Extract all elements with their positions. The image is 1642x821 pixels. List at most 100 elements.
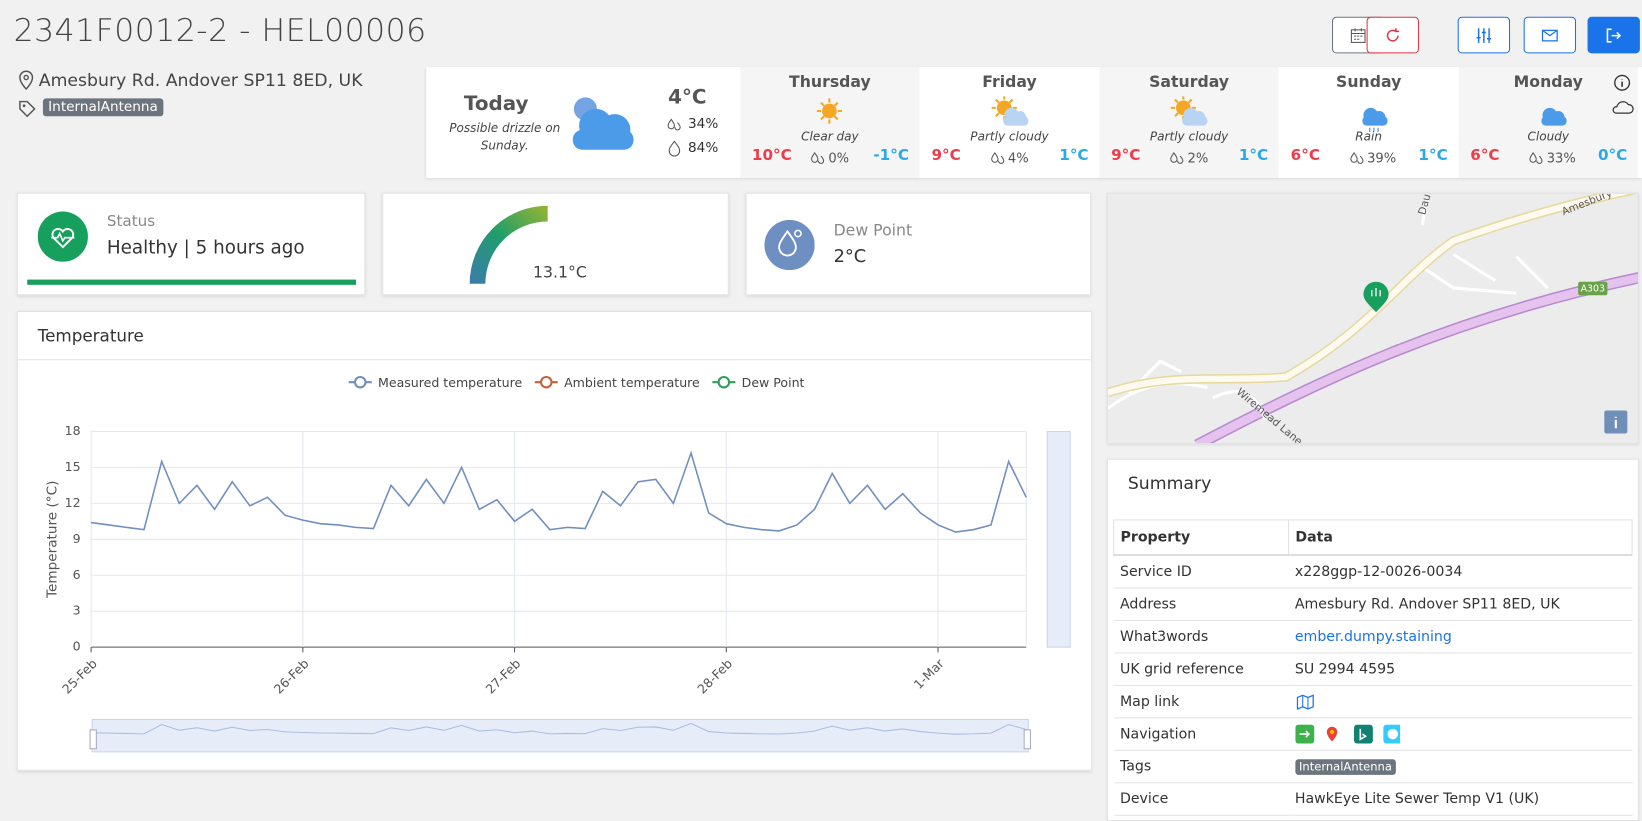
- day-precip: 2%: [1187, 149, 1209, 166]
- y-tick-label: 18: [65, 423, 81, 438]
- forecast-day: Friday Partly cloudy 9°C 4% 1°C: [919, 67, 1100, 179]
- icon-shape: [1542, 29, 1558, 36]
- icon-shape: [1349, 151, 1363, 164]
- icon-shape: [1170, 151, 1184, 164]
- day-high: 10°C: [751, 147, 792, 165]
- data-cell: SU 2994 4595: [1288, 652, 1633, 686]
- refresh-button[interactable]: [1366, 16, 1419, 54]
- legend-swatch: [353, 375, 367, 389]
- status-label: Status: [106, 213, 156, 231]
- day-desc: Rain: [1355, 128, 1383, 144]
- logout-icon: [1606, 28, 1622, 43]
- x-tick-label: 1-Mar: [911, 655, 948, 692]
- summary-table: Property Data Service ID x228ggp-12-0026-00…: [1113, 519, 1633, 816]
- tag-badge: InternalAntenna: [42, 98, 164, 117]
- humidity-icon: [668, 140, 681, 157]
- pin-dot: [23, 74, 29, 81]
- w3w-link: ember.dumpy.staining: [1294, 628, 1452, 646]
- pin-icon: [19, 70, 34, 91]
- day-name: Friday: [982, 72, 1037, 92]
- tag-badge: InternalAntenna: [1294, 759, 1397, 775]
- icon-shape: [1614, 74, 1631, 91]
- minor-road: [1211, 390, 1267, 420]
- day-desc: Clear day: [801, 128, 859, 144]
- table-row: UK grid reference SU 2994 4595: [1113, 652, 1633, 686]
- weather-icon: [1361, 107, 1388, 132]
- weather-icon: [1170, 96, 1208, 126]
- sliders-icon: [1476, 27, 1492, 43]
- day-precip: 4%: [1007, 149, 1029, 166]
- precip-icon: [1529, 151, 1543, 164]
- icon-shape: [811, 151, 825, 164]
- status-value: Healthy | 5 hours ago: [106, 237, 305, 259]
- y-tick-label: 0: [73, 639, 81, 654]
- minor-road: [1420, 198, 1549, 295]
- day-high: 6°C: [1470, 147, 1500, 165]
- gauge-value: 13.1°C: [533, 262, 587, 282]
- y-tick-label: 3: [73, 603, 81, 618]
- gauge: [469, 205, 548, 285]
- day-high: 6°C: [1290, 147, 1320, 165]
- icon-shape: [1002, 116, 1028, 126]
- icon-shape: [794, 229, 802, 238]
- email-button[interactable]: [1523, 16, 1577, 54]
- dew-point-card: Dew Point 2°C: [745, 192, 1092, 296]
- marker-icon: [1371, 287, 1381, 297]
- weather-info-icons: [1612, 74, 1634, 114]
- day-low: 1°C: [1418, 147, 1448, 165]
- weather-icon: [1541, 107, 1567, 126]
- y-axis-title: Temperature (°C): [44, 481, 60, 599]
- cell-text: HawkEye Lite Sewer Temp V1 (UK): [1294, 790, 1540, 808]
- settings-button[interactable]: [1457, 16, 1511, 54]
- icon-shape: [1476, 27, 1492, 43]
- day-high: 9°C: [931, 147, 961, 165]
- x-tick-label: 26-Feb: [271, 656, 312, 697]
- icon-shape: [1529, 151, 1543, 164]
- icon-shape: [37, 211, 88, 262]
- property-cell: Address: [1113, 587, 1289, 621]
- map[interactable]: A303 Amesbury Road Daun Wiremead Lane: [1106, 192, 1639, 445]
- map-label: Daun: [1416, 194, 1435, 216]
- motorway: [1195, 273, 1638, 443]
- day-low: 0°C: [1598, 147, 1628, 165]
- cell-text: x228ggp-12-0026-0034: [1294, 563, 1463, 581]
- icon-shape: [667, 118, 681, 131]
- table-row: Map link: [1113, 685, 1633, 719]
- tag-shape: [19, 100, 36, 118]
- data-cell: x228ggp-12-0026-0034: [1288, 555, 1633, 589]
- icon-shape: [1368, 127, 1379, 132]
- day-precip: 0%: [828, 149, 850, 166]
- icon-shape: [1606, 28, 1622, 43]
- zoom-preview-line: [91, 722, 1027, 735]
- zoom-handle: [1023, 729, 1031, 750]
- device-title: 2341F0012-2 - HEL00006: [13, 12, 427, 50]
- property-cell: Map link: [1113, 685, 1289, 719]
- day-precip: 39%: [1367, 149, 1397, 166]
- precip-icon: [1349, 151, 1363, 164]
- legend-swatch: [717, 375, 731, 389]
- card-divider: [17, 359, 1092, 361]
- icon-shape: [1329, 729, 1334, 735]
- road-shield: [1578, 281, 1608, 296]
- table-row: Device HawkEye Lite Sewer Temp V1 (UK): [1113, 782, 1633, 816]
- icon-shape: [1182, 116, 1208, 126]
- property-cell: Service ID: [1113, 555, 1289, 589]
- x-tick-label: 28-Feb: [694, 656, 735, 697]
- day-name: Monday: [1513, 72, 1583, 92]
- dew-label: Dew Point: [833, 220, 913, 240]
- dew-value: 2°C: [833, 246, 867, 268]
- icon-shape: [1299, 730, 1310, 738]
- today-icon: [572, 97, 634, 150]
- logout-button[interactable]: [1587, 16, 1640, 54]
- forecast-day: Saturday Partly cloudy 9°C 2% 1°C: [1099, 67, 1279, 179]
- weather-panel: Today Possible drizzle on Sunday. 4°C 34…: [426, 67, 1642, 179]
- dew-icon: [764, 219, 815, 271]
- map-marker[interactable]: [1363, 281, 1389, 313]
- precip-icon: [1170, 151, 1184, 164]
- day-desc: Partly cloudy: [1149, 128, 1229, 144]
- icon-shape: [1296, 694, 1314, 710]
- forecast-day: Monday Cloudy 6°C 33% 0°C: [1458, 67, 1638, 179]
- table-row: Address Amesbury Rd. Andover SP11 8ED, UK: [1113, 587, 1633, 621]
- tag-icon: [19, 100, 36, 118]
